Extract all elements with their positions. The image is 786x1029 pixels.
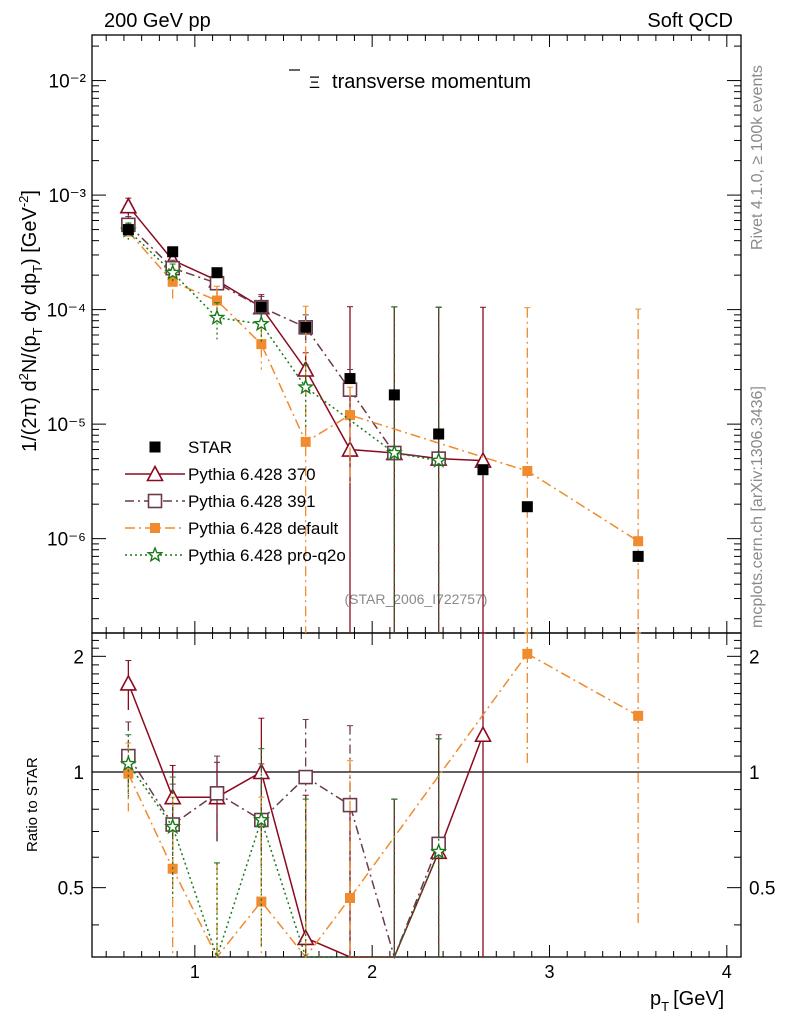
series-3 xyxy=(119,221,448,633)
ratio-point xyxy=(474,725,492,743)
y-tick-label: 10⁻⁵ xyxy=(47,415,86,436)
data-point xyxy=(633,536,644,547)
y-axis-label-ratio: Ratio to STAR xyxy=(24,757,41,852)
ratio-tick-label-right: 0.5 xyxy=(749,879,775,900)
data-point xyxy=(252,314,270,332)
legend-marker xyxy=(146,464,164,482)
legend-marker xyxy=(149,441,161,453)
legend-label: Pythia 6.428 391 xyxy=(188,492,316,511)
ratio-point xyxy=(119,674,138,691)
x-tick-label: 4 xyxy=(722,962,732,982)
star-data-point xyxy=(344,373,356,385)
ratio-plot-frame xyxy=(91,632,742,958)
star-data-point xyxy=(211,267,223,279)
data-point xyxy=(430,451,448,468)
data-point xyxy=(300,436,311,447)
legend-marker xyxy=(150,523,160,533)
ratio-point xyxy=(430,842,448,859)
x-tick-label: 2 xyxy=(367,962,377,982)
series-line xyxy=(127,224,439,460)
y-tick-label: 10⁻⁴ xyxy=(47,301,86,322)
ratio-tick-label-right: 1 xyxy=(749,763,760,784)
series-star-data xyxy=(122,224,644,562)
star-data-point xyxy=(122,224,134,236)
ratio-tick-label: 0.5 xyxy=(58,879,84,900)
star-data-point xyxy=(521,501,533,513)
ratio-tick-label: 1 xyxy=(73,763,84,784)
plot-title-symbol: Ξ xyxy=(309,73,320,92)
analysis-id-watermark: (STAR_2006_I722757) xyxy=(345,591,488,607)
star-data-point xyxy=(477,464,489,476)
ratio-line xyxy=(127,755,440,960)
data-point xyxy=(208,308,226,326)
ratio-point xyxy=(164,817,182,835)
side-label-bottom: mcplots.cern.ch [arXiv:1306.3436] xyxy=(749,386,766,628)
legend-marker xyxy=(146,546,164,563)
series-line xyxy=(127,231,639,542)
header-left: 200 GeV pp xyxy=(104,10,211,32)
ratio-point xyxy=(252,811,270,828)
data-point xyxy=(385,444,403,461)
star-data-point xyxy=(167,246,179,258)
data-point xyxy=(119,196,138,214)
legend-label: Pythia 6.428 370 xyxy=(188,465,316,484)
ratio-series-1 xyxy=(121,718,446,960)
ratio-line xyxy=(127,763,440,960)
ratio-point xyxy=(209,786,225,801)
legend-label: Pythia 6.428 pro-q2o xyxy=(188,546,346,565)
star-data-point xyxy=(300,321,312,333)
star-data-point xyxy=(255,301,267,313)
legend-marker xyxy=(147,493,163,509)
y-tick-label: 10⁻² xyxy=(49,72,87,93)
data-point xyxy=(256,339,267,350)
main-plot-frame xyxy=(91,34,742,634)
star-data-point xyxy=(388,389,400,401)
svg-text:1/(2π) d2N/(pT dy dpT) [GeV-2: 1/(2π) d2N/(pT dy dpT) [GeV-2] xyxy=(16,190,45,452)
ratio-point xyxy=(633,710,644,721)
ratio-line xyxy=(127,652,639,959)
y-tick-label: 10⁻³ xyxy=(49,186,87,207)
data-point xyxy=(522,465,533,476)
star-data-point xyxy=(433,428,445,440)
x-tick-label: 1 xyxy=(190,962,200,982)
ratio-series-3 xyxy=(119,734,448,960)
ratio-series-2 xyxy=(123,632,644,959)
side-label-top: Rivet 4.1.0, ≥ 100k events xyxy=(749,65,766,250)
ratio-point xyxy=(345,892,356,903)
header-right: Soft QCD xyxy=(647,10,733,32)
ratio-tick-label: 2 xyxy=(73,647,84,668)
ratio-point xyxy=(298,769,313,785)
ratio-tick-label-right: 2 xyxy=(749,647,760,668)
data-point xyxy=(164,263,182,281)
plot-title-text: transverse momentum xyxy=(332,71,531,93)
data-point xyxy=(167,276,178,287)
star-data-point xyxy=(632,550,644,562)
ratio-point xyxy=(522,648,533,659)
data-point xyxy=(212,295,223,306)
ratio-point xyxy=(123,768,134,779)
data-point xyxy=(345,410,356,421)
y-tick-label: 10⁻⁶ xyxy=(47,530,86,551)
ratio-point xyxy=(256,896,267,907)
legend-label: STAR xyxy=(188,438,232,457)
legend-label: Pythia 6.428 default xyxy=(188,519,339,538)
x-tick-label: 3 xyxy=(544,962,554,982)
data-point xyxy=(297,378,315,395)
ratio-point xyxy=(119,754,137,772)
series-2 xyxy=(123,223,644,633)
x-axis-label: pT [GeV] xyxy=(650,988,724,1014)
y-axis-label: 1/(2π) d2N/(pT dy dpT) [GeV-2] xyxy=(16,190,45,452)
